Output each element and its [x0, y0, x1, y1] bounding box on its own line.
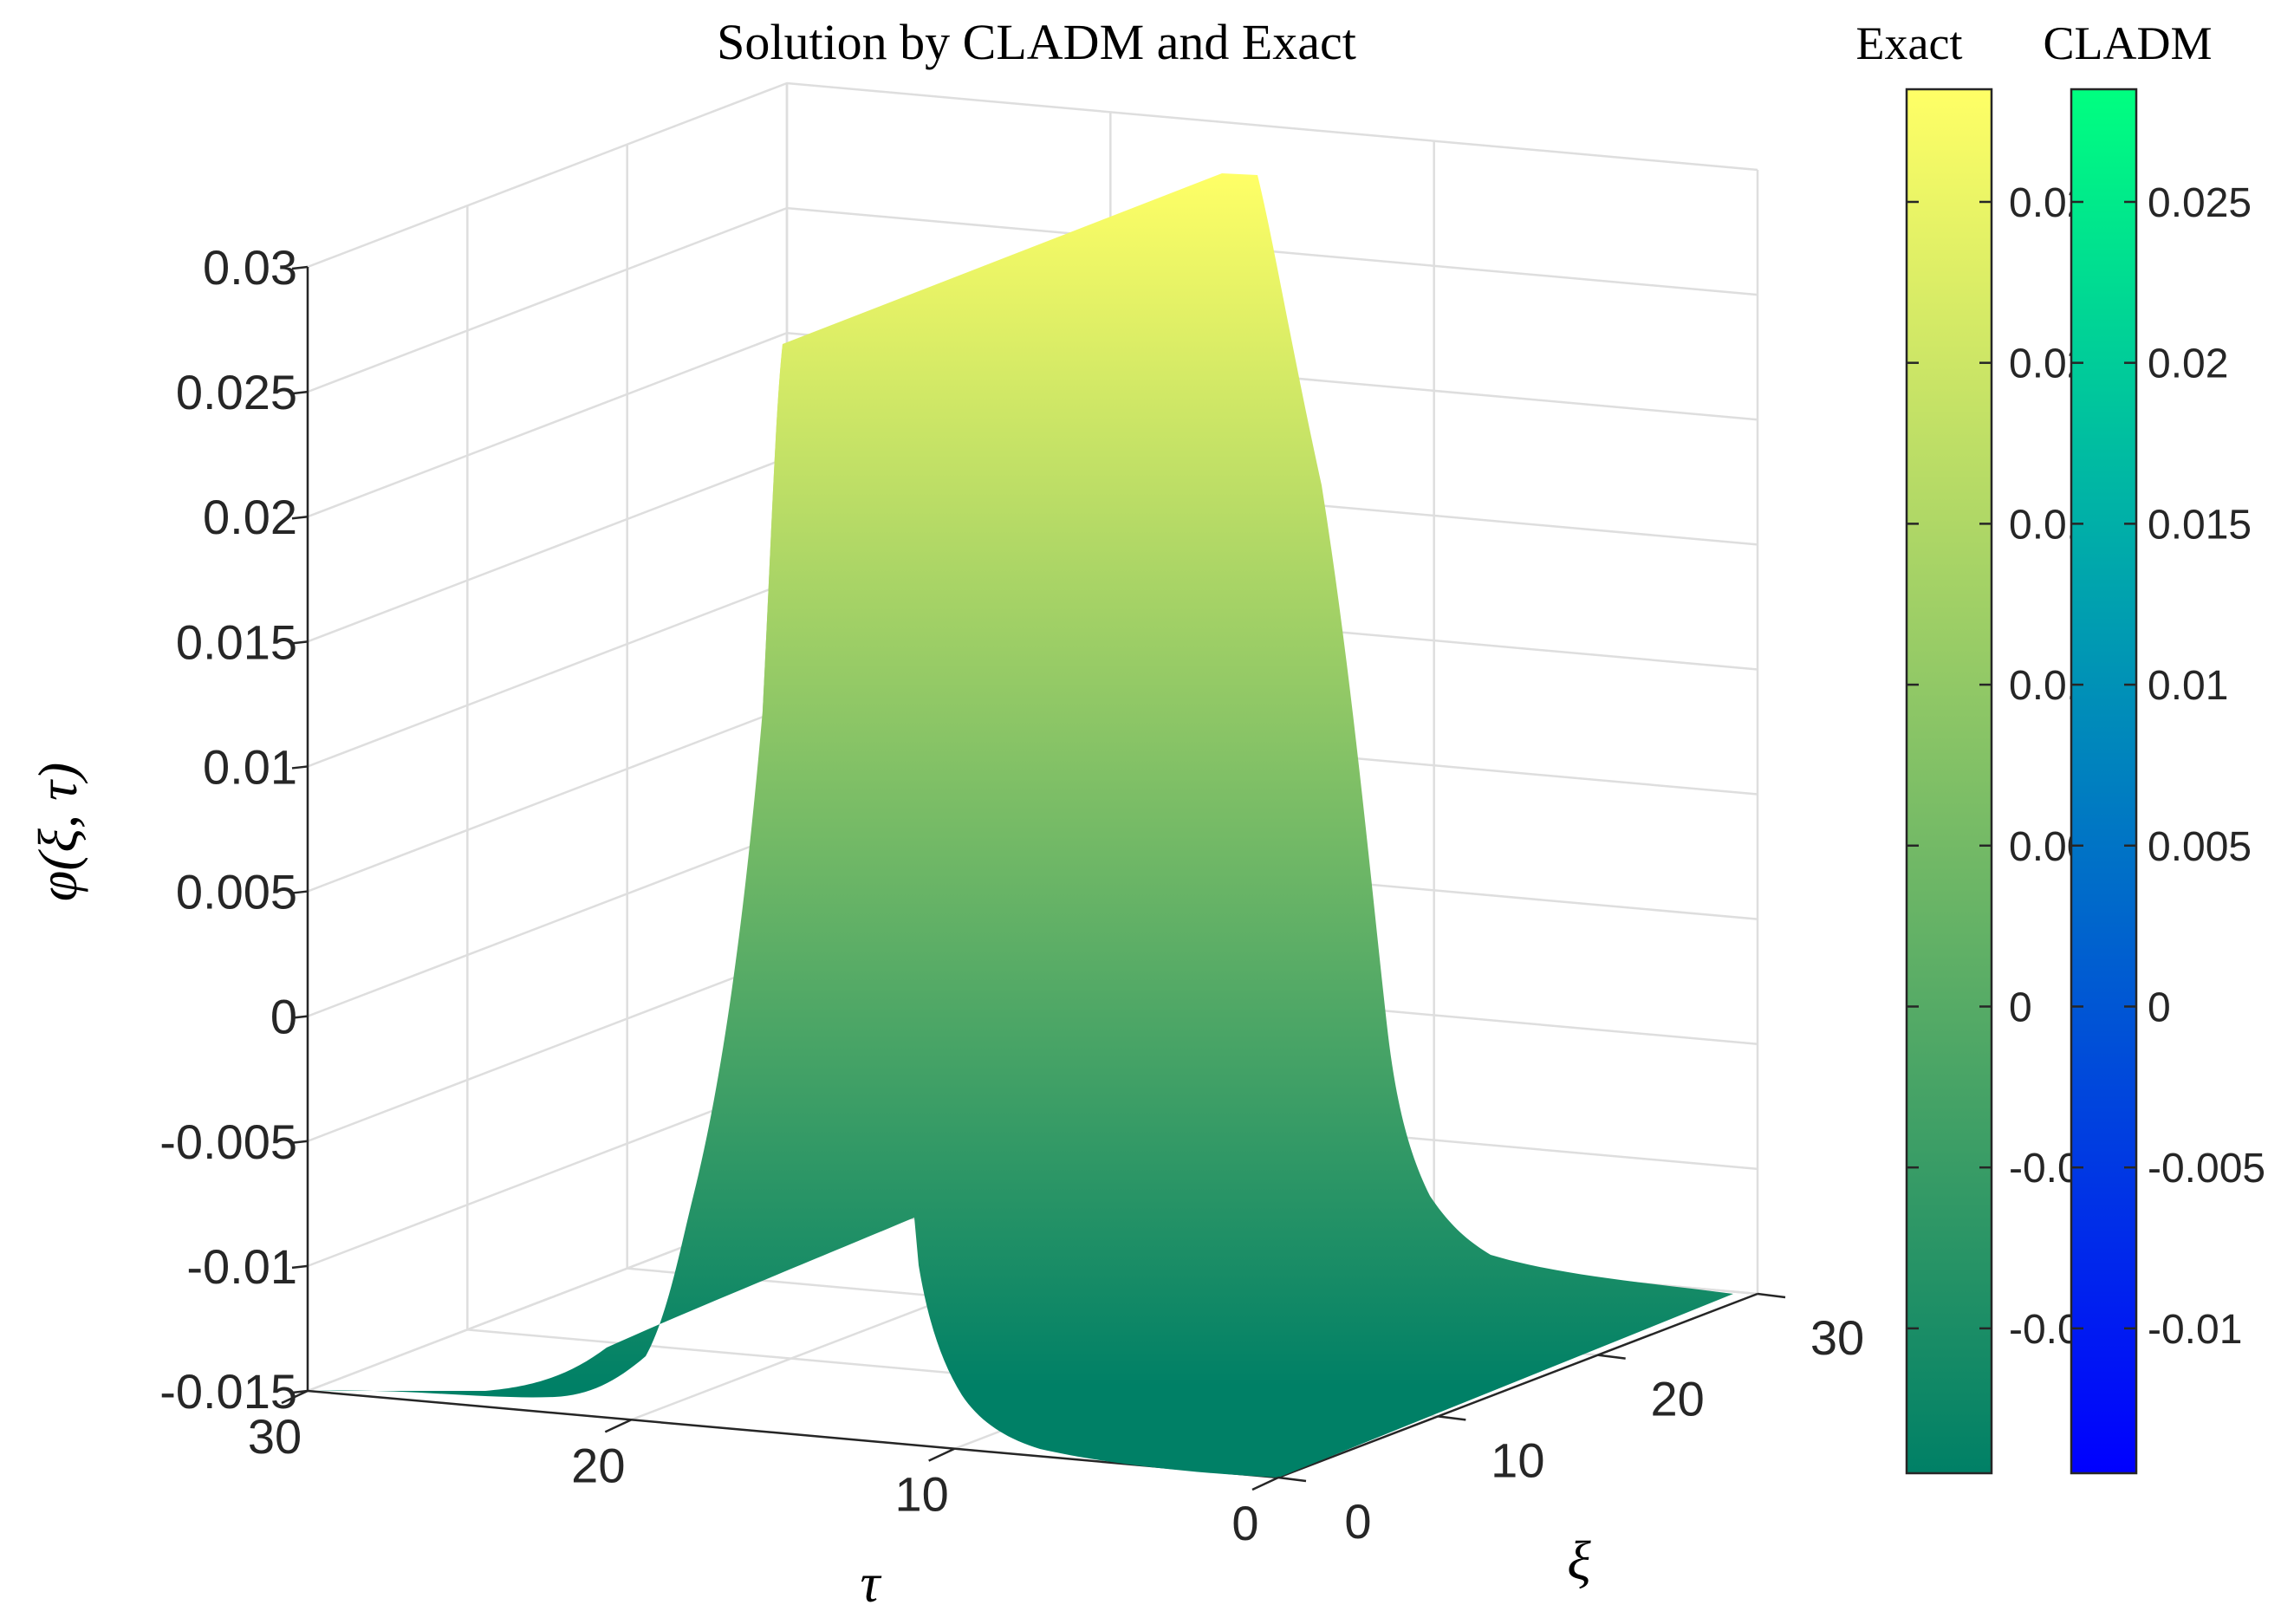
- z-ticks: -0.015 -0.01 -0.005 0 0.005 0.01 0.015 0.02 0.02…: [159, 240, 309, 1419]
- colorbar-cladm-ticks: -0.01 -0.005 0 0.005 0.01 0.015 0.02 0.025: [2071, 180, 2265, 1353]
- z-tick-label: 0.015: [176, 614, 297, 669]
- z-tick-label: 0.03: [203, 240, 297, 295]
- tau-tick-label: 10: [895, 1467, 949, 1522]
- z-tick-label: -0.01: [186, 1239, 297, 1294]
- tau-tick-label: 30: [248, 1409, 302, 1464]
- tau-tick-mark: [1251, 1476, 1279, 1491]
- z-tick-mark: [291, 1140, 309, 1145]
- xi-tick-mark: [1438, 1415, 1466, 1421]
- colorbar-cladm-bar: [2070, 88, 2138, 1475]
- z-tick-label: 0.025: [176, 365, 297, 419]
- tau-tick-label: 0: [1231, 1496, 1258, 1550]
- xi-axis-line: [1277, 1292, 1758, 1479]
- colorbar-tick-label: -0.005: [2148, 1146, 2265, 1192]
- colorbar-cladm: CLADM -0.01 -0.005 0 0.005 0.01 0.015 0.02 0.02…: [2043, 17, 2265, 1475]
- colorbar-tick-label: 0: [2148, 984, 2171, 1030]
- z-tick-label: 0.005: [176, 865, 297, 919]
- xi-tick-mark: [1597, 1354, 1626, 1360]
- xi-ticks: 0 10 20 30: [1277, 1292, 1864, 1549]
- xi-tick-mark: [1757, 1292, 1786, 1299]
- z-tick-label: 0.02: [203, 490, 297, 544]
- surface: [316, 173, 1733, 1478]
- z-tick-mark: [291, 1264, 309, 1270]
- colorbar-tick-label: 0.01: [2148, 663, 2228, 709]
- chart-title: Solution by CLADM and Exact: [717, 14, 1356, 70]
- z-tick-label: 0.01: [203, 739, 297, 794]
- colorbar-tick-label: 0.015: [2148, 502, 2252, 548]
- z-tick-label: -0.015: [159, 1364, 297, 1419]
- z-tick-mark: [291, 890, 309, 894]
- xi-axis-label: ξ: [1567, 1530, 1591, 1591]
- xi-tick-label: 20: [1651, 1372, 1705, 1426]
- z-tick-mark: [291, 1015, 309, 1019]
- xi-tick-label: 0: [1344, 1494, 1371, 1549]
- z-tick-label: 0: [270, 990, 297, 1044]
- axes-box: [306, 267, 1758, 1479]
- xi-tick-label: 10: [1491, 1432, 1544, 1487]
- tau-axis-label: τ: [861, 1552, 882, 1614]
- tau-tick-label: 20: [571, 1438, 625, 1492]
- z-tick-label: -0.005: [159, 1114, 297, 1169]
- z-tick-mark: [291, 390, 309, 395]
- z-tick-mark: [291, 765, 309, 770]
- colorbar-cladm-label: CLADM: [2043, 17, 2212, 69]
- tau-ticks: 0 10 20 30: [248, 1389, 1279, 1550]
- colorbar-exact-bar: [1905, 88, 1993, 1475]
- z-tick-mark: [291, 265, 309, 270]
- colorbar-exact-label: Exact: [1856, 17, 1963, 69]
- tau-tick-mark: [281, 1389, 309, 1405]
- colorbar-tick-label: -0.01: [2148, 1307, 2242, 1353]
- surface-ridge: [316, 173, 1733, 1478]
- colorbar-tick-label: 0.025: [2148, 180, 2252, 226]
- z-tick-mark: [291, 515, 309, 520]
- colorbar-tick-label: 0.005: [2148, 824, 2252, 870]
- colorbar-tick-label: 0.02: [2148, 341, 2228, 387]
- z-gridline: [307, 81, 1758, 269]
- z-tick-mark: [291, 640, 309, 645]
- xi-tick-mark: [1277, 1476, 1307, 1483]
- colorbar-tick-label: 0: [2009, 984, 2032, 1030]
- tau-tick-mark: [604, 1419, 632, 1433]
- tau-tick-mark: [928, 1447, 956, 1462]
- z-axis-label: φ(ξ, τ): [27, 763, 88, 901]
- surface-ridge-back: [763, 340, 815, 780]
- xi-tick-label: 30: [1810, 1310, 1864, 1365]
- tau-axis-line: [307, 1389, 1279, 1479]
